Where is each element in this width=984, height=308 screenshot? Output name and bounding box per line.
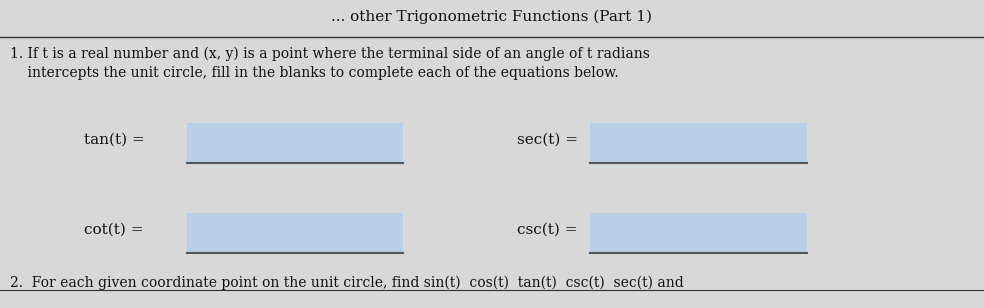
Text: 2.  For each given coordinate point on the unit circle, find sin(t)  cos(t)  tan: 2. For each given coordinate point on th… xyxy=(10,275,684,290)
FancyBboxPatch shape xyxy=(187,123,403,163)
Text: ... other Trigonometric Functions (Part 1): ... other Trigonometric Functions (Part … xyxy=(332,9,652,24)
Text: csc(t) =: csc(t) = xyxy=(517,222,577,237)
FancyBboxPatch shape xyxy=(590,213,807,253)
Text: tan(t) =: tan(t) = xyxy=(84,133,145,147)
Text: cot(t) =: cot(t) = xyxy=(84,222,143,237)
Text: 1. If t is a real number and (x, y) is a point where the terminal side of an ang: 1. If t is a real number and (x, y) is a… xyxy=(10,46,649,80)
FancyBboxPatch shape xyxy=(590,123,807,163)
FancyBboxPatch shape xyxy=(187,213,403,253)
Text: sec(t) =: sec(t) = xyxy=(517,133,578,147)
